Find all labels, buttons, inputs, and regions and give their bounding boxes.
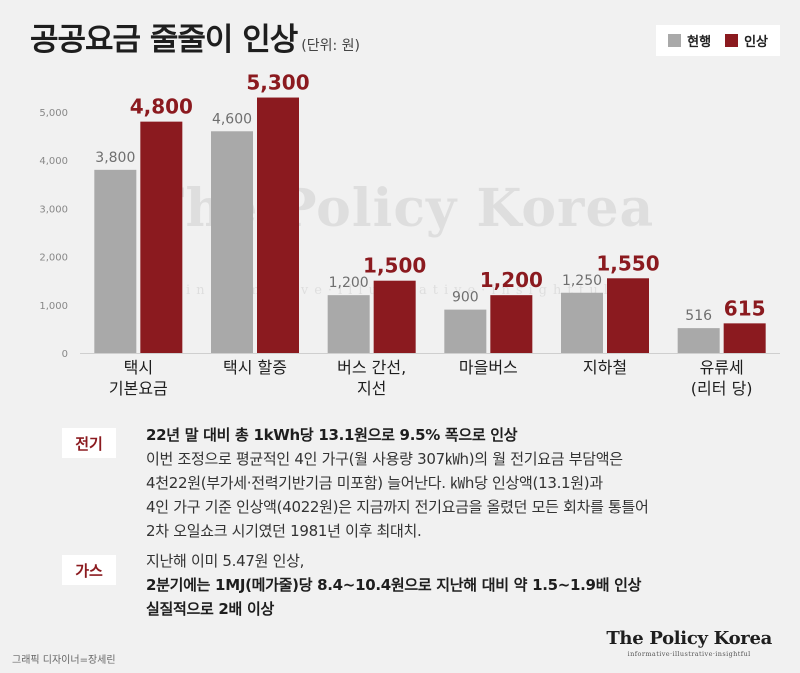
note-line: 22년 말 대비 총 1kWh당 13.1원으로 9.5% 폭으로 인상	[146, 426, 518, 444]
y-tick-label: 5,000	[39, 108, 68, 119]
data-label-increased: 4,800	[130, 95, 193, 119]
data-label-increased: 1,500	[363, 254, 426, 278]
note-tag-gas: 가스	[62, 555, 116, 585]
legend-item-increased: 인상	[725, 31, 768, 50]
note-line: 지난해 이미 5.47원 인상,	[146, 552, 305, 570]
note-line: 이번 조정으로 평균적인 4인 가구(월 사용량 307㎾h)의 월 전기요금 …	[146, 450, 623, 468]
bar-increased	[257, 97, 299, 353]
bar-increased	[373, 280, 416, 353]
x-tick-label: 마을버스	[459, 358, 518, 377]
note-line: 4인 가구 기준 인상액(4022원)은 지금까지 전기요금을 올렸던 모든 회…	[146, 498, 649, 516]
unit-label: (단위: 원)	[301, 38, 360, 54]
bar-current	[94, 169, 137, 353]
x-tick-label: 택시 할증	[223, 358, 287, 377]
y-tick-label: 2,000	[39, 253, 68, 264]
data-label-current: 516	[685, 308, 712, 324]
data-label-increased: 1,200	[480, 268, 543, 292]
bar-current	[444, 309, 487, 353]
brand-logo: The Policy Korea informative·illustrativ…	[606, 628, 772, 658]
x-tick-label: 택시	[124, 358, 153, 377]
legend: 현행 인상	[656, 25, 780, 56]
x-tick-label: 유류세	[700, 358, 744, 377]
note-gas: 지난해 이미 5.47원 인상, 2분기에는 1MJ(메가줄)당 8.4~10.…	[146, 549, 641, 621]
bar-chart: 0 1,000 2,000 3,000 4,000 5,000 3,800 4,800 택시기본…	[39, 71, 780, 398]
legend-swatch-increased	[725, 34, 739, 47]
brand-tagline: informative·illustrative·insightful	[627, 650, 751, 658]
legend-swatch-current	[668, 34, 682, 47]
y-tick-label: 1,000	[39, 301, 68, 312]
bar-increased	[723, 323, 766, 353]
data-label-current: 1,250	[562, 273, 602, 289]
y-tick-label: 4,000	[39, 156, 68, 167]
note-line: 2분기에는 1MJ(메가줄)당 8.4~10.4원으로 지난해 대비 약 1.5…	[146, 576, 642, 594]
data-label-current: 3,800	[95, 150, 135, 166]
data-label-increased: 1,550	[596, 251, 659, 275]
x-tick-label: 지선	[357, 379, 386, 398]
x-tick-label: 지하철	[583, 358, 627, 377]
data-label-current: 4,600	[212, 111, 252, 127]
chart-title: 공공요금 줄줄이 인상 (단위: 원)	[30, 22, 360, 58]
data-label-current: 900	[452, 290, 479, 306]
bar-current	[677, 328, 720, 353]
data-label-increased: 615	[724, 296, 766, 320]
bar-increased	[140, 121, 183, 353]
bar-current	[327, 295, 370, 353]
x-tick-label: 기본요금	[109, 379, 168, 398]
legend-label-increased: 인상	[744, 35, 768, 50]
legend-label-current: 현행	[687, 35, 712, 50]
note-electricity: 22년 말 대비 총 1kWh당 13.1원으로 9.5% 폭으로 인상 이번 …	[146, 423, 649, 543]
data-label-current: 1,200	[329, 275, 369, 291]
x-tick-label: (리터 당)	[691, 379, 753, 398]
bar-current	[211, 131, 253, 353]
brand-name: The Policy Korea	[606, 628, 772, 649]
note-line: 실질적으로 2배 이상	[146, 600, 274, 618]
x-tick-label: 버스 간선,	[337, 358, 406, 377]
note-line: 2차 오일쇼크 시기였던 1981년 이후 최대치.	[146, 522, 422, 540]
note-line: 4천22원(부가세·전력기반기금 미포함) 늘어난다. ㎾h당 인상액(13.1…	[146, 474, 603, 492]
bar-increased	[490, 295, 533, 353]
y-tick-label: 0	[62, 349, 68, 360]
graphic-credit: 그래픽 디자이너=장세린	[12, 655, 116, 666]
note-tag-electricity: 전기	[62, 428, 116, 458]
y-tick-label: 3,000	[39, 204, 68, 215]
bar-increased	[607, 278, 649, 353]
data-label-increased: 5,300	[246, 71, 309, 95]
legend-item-current: 현행	[668, 31, 711, 50]
bar-current	[561, 292, 603, 353]
